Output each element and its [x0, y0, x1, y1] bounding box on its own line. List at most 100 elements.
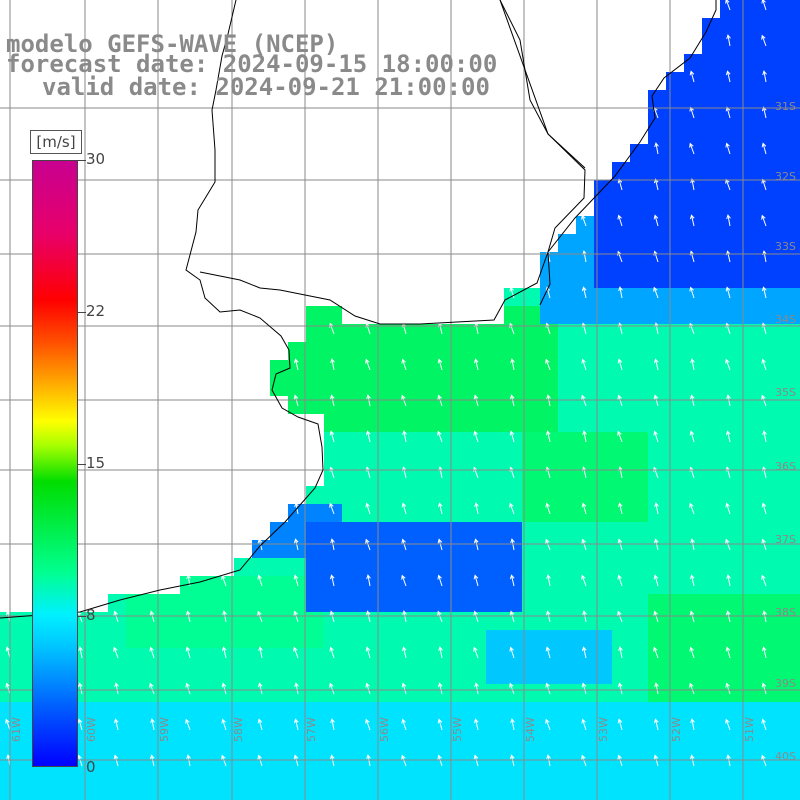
- wind-arrow: [762, 683, 767, 695]
- wind-speed-cell: [522, 684, 540, 702]
- wind-speed-cell: [594, 324, 612, 342]
- wind-arrow-head: [761, 718, 766, 724]
- wind-speed-cell: [486, 360, 504, 378]
- wind-speed-cell: [720, 144, 738, 162]
- wind-speed-cell: [684, 702, 702, 720]
- wind-arrow-head: [545, 358, 550, 364]
- wind-arrow-head: [185, 610, 191, 616]
- wind-speed-cell: [666, 360, 684, 378]
- wind-speed-cell: [684, 360, 702, 378]
- wind-speed-cell: [594, 630, 612, 648]
- wind-speed-cell: [630, 468, 648, 486]
- wind-speed-cell: [504, 666, 522, 684]
- wind-speed-cell: [450, 558, 468, 576]
- wind-speed-cell: [702, 324, 720, 342]
- wind-speed-cell: [720, 216, 738, 234]
- wind-arrow: [259, 683, 263, 695]
- wind-speed-cell: [720, 612, 738, 630]
- wind-arrow-head: [581, 718, 586, 724]
- wind-arrow-head: [689, 682, 694, 688]
- wind-speed-cell: [288, 396, 306, 414]
- wind-arrow: [150, 611, 155, 623]
- wind-arrow-head: [293, 394, 299, 400]
- wind-speed-cell: [270, 630, 288, 648]
- wind-speed-cell: [792, 702, 800, 720]
- wind-arrow: [762, 179, 767, 191]
- wind-speed-cell: [720, 18, 738, 36]
- wind-speed-cell: [252, 792, 270, 800]
- wind-speed-cell: [738, 468, 756, 486]
- wind-arrow: [618, 575, 623, 587]
- wind-speed-cell: [666, 342, 684, 360]
- wind-speed-cell: [774, 198, 792, 216]
- wind-arrow-head: [617, 610, 622, 616]
- wind-speed-cell: [108, 702, 126, 720]
- wind-speed-cell: [18, 720, 36, 738]
- wind-arrow: [726, 323, 731, 335]
- wind-speed-cell: [270, 522, 288, 540]
- wind-speed-cell: [756, 234, 774, 252]
- wind-speed-cell: [360, 360, 378, 378]
- wind-arrow: [113, 647, 119, 659]
- wind-speed-cell: [504, 522, 522, 540]
- wind-speed-cell: [504, 612, 522, 630]
- wind-arrow-head: [437, 754, 442, 760]
- wind-arrow-head: [689, 574, 695, 580]
- wind-speed-cell: [738, 90, 756, 108]
- wind-speed-cell: [720, 720, 738, 738]
- wind-speed-cell: [468, 612, 486, 630]
- wind-speed-cell: [468, 522, 486, 540]
- wind-speed-cell: [702, 252, 720, 270]
- wind-speed-cell: [756, 216, 774, 234]
- wind-speed-cell: [432, 324, 450, 342]
- wind-speed-cell: [774, 792, 792, 800]
- wind-speed-cell: [468, 360, 486, 378]
- wind-speed-cell: [684, 756, 702, 774]
- wind-speed-cell: [450, 450, 468, 468]
- lon-label: 56W: [378, 717, 391, 742]
- wind-speed-cell: [720, 126, 738, 144]
- wind-arrow-head: [617, 214, 622, 220]
- wind-speed-cell: [360, 702, 378, 720]
- wind-speed-cell: [594, 450, 612, 468]
- wind-speed-cell: [756, 486, 774, 504]
- wind-speed-cell: [702, 234, 720, 252]
- wind-speed-cell: [306, 720, 324, 738]
- wind-arrow-head: [581, 538, 586, 544]
- wind-speed-cell: [180, 684, 198, 702]
- wind-speed-cell: [738, 540, 756, 558]
- wind-speed-cell: [792, 54, 800, 72]
- wind-speed-cell: [378, 738, 396, 756]
- wind-speed-cell: [774, 252, 792, 270]
- wind-speed-cell: [414, 540, 432, 558]
- wind-arrow: [185, 719, 191, 731]
- wind-speed-cell: [648, 774, 666, 792]
- wind-speed-cell: [198, 756, 216, 774]
- wind-speed-cell: [774, 216, 792, 234]
- wind-speed-cell: [648, 756, 666, 774]
- wind-speed-cell: [612, 216, 630, 234]
- wind-speed-cell: [432, 648, 450, 666]
- wind-arrow: [583, 287, 587, 299]
- wind-speed-cell: [738, 324, 756, 342]
- wind-speed-cell: [666, 540, 684, 558]
- wind-speed-cell: [774, 324, 792, 342]
- wind-speed-cell: [594, 738, 612, 756]
- wind-arrow: [726, 143, 731, 155]
- wind-speed-cell: [738, 396, 756, 414]
- wind-arrow: [367, 575, 371, 587]
- wind-speed-cell: [684, 396, 702, 414]
- wind-arrow: [761, 575, 767, 587]
- wind-speed-cell: [108, 666, 126, 684]
- wind-speed-cell: [288, 540, 306, 558]
- wind-arrow-head: [294, 682, 299, 688]
- wind-arrow-head: [113, 754, 119, 760]
- wind-arrow-head: [113, 610, 118, 616]
- wind-speed-cell: [792, 198, 800, 216]
- wind-speed-cell: [306, 378, 324, 396]
- wind-speed-cell: [792, 144, 800, 162]
- wind-speed-cell: [504, 378, 522, 396]
- wind-arrow: [475, 683, 479, 695]
- wind-arrow-head: [293, 538, 299, 544]
- wind-speed-cell: [612, 324, 630, 342]
